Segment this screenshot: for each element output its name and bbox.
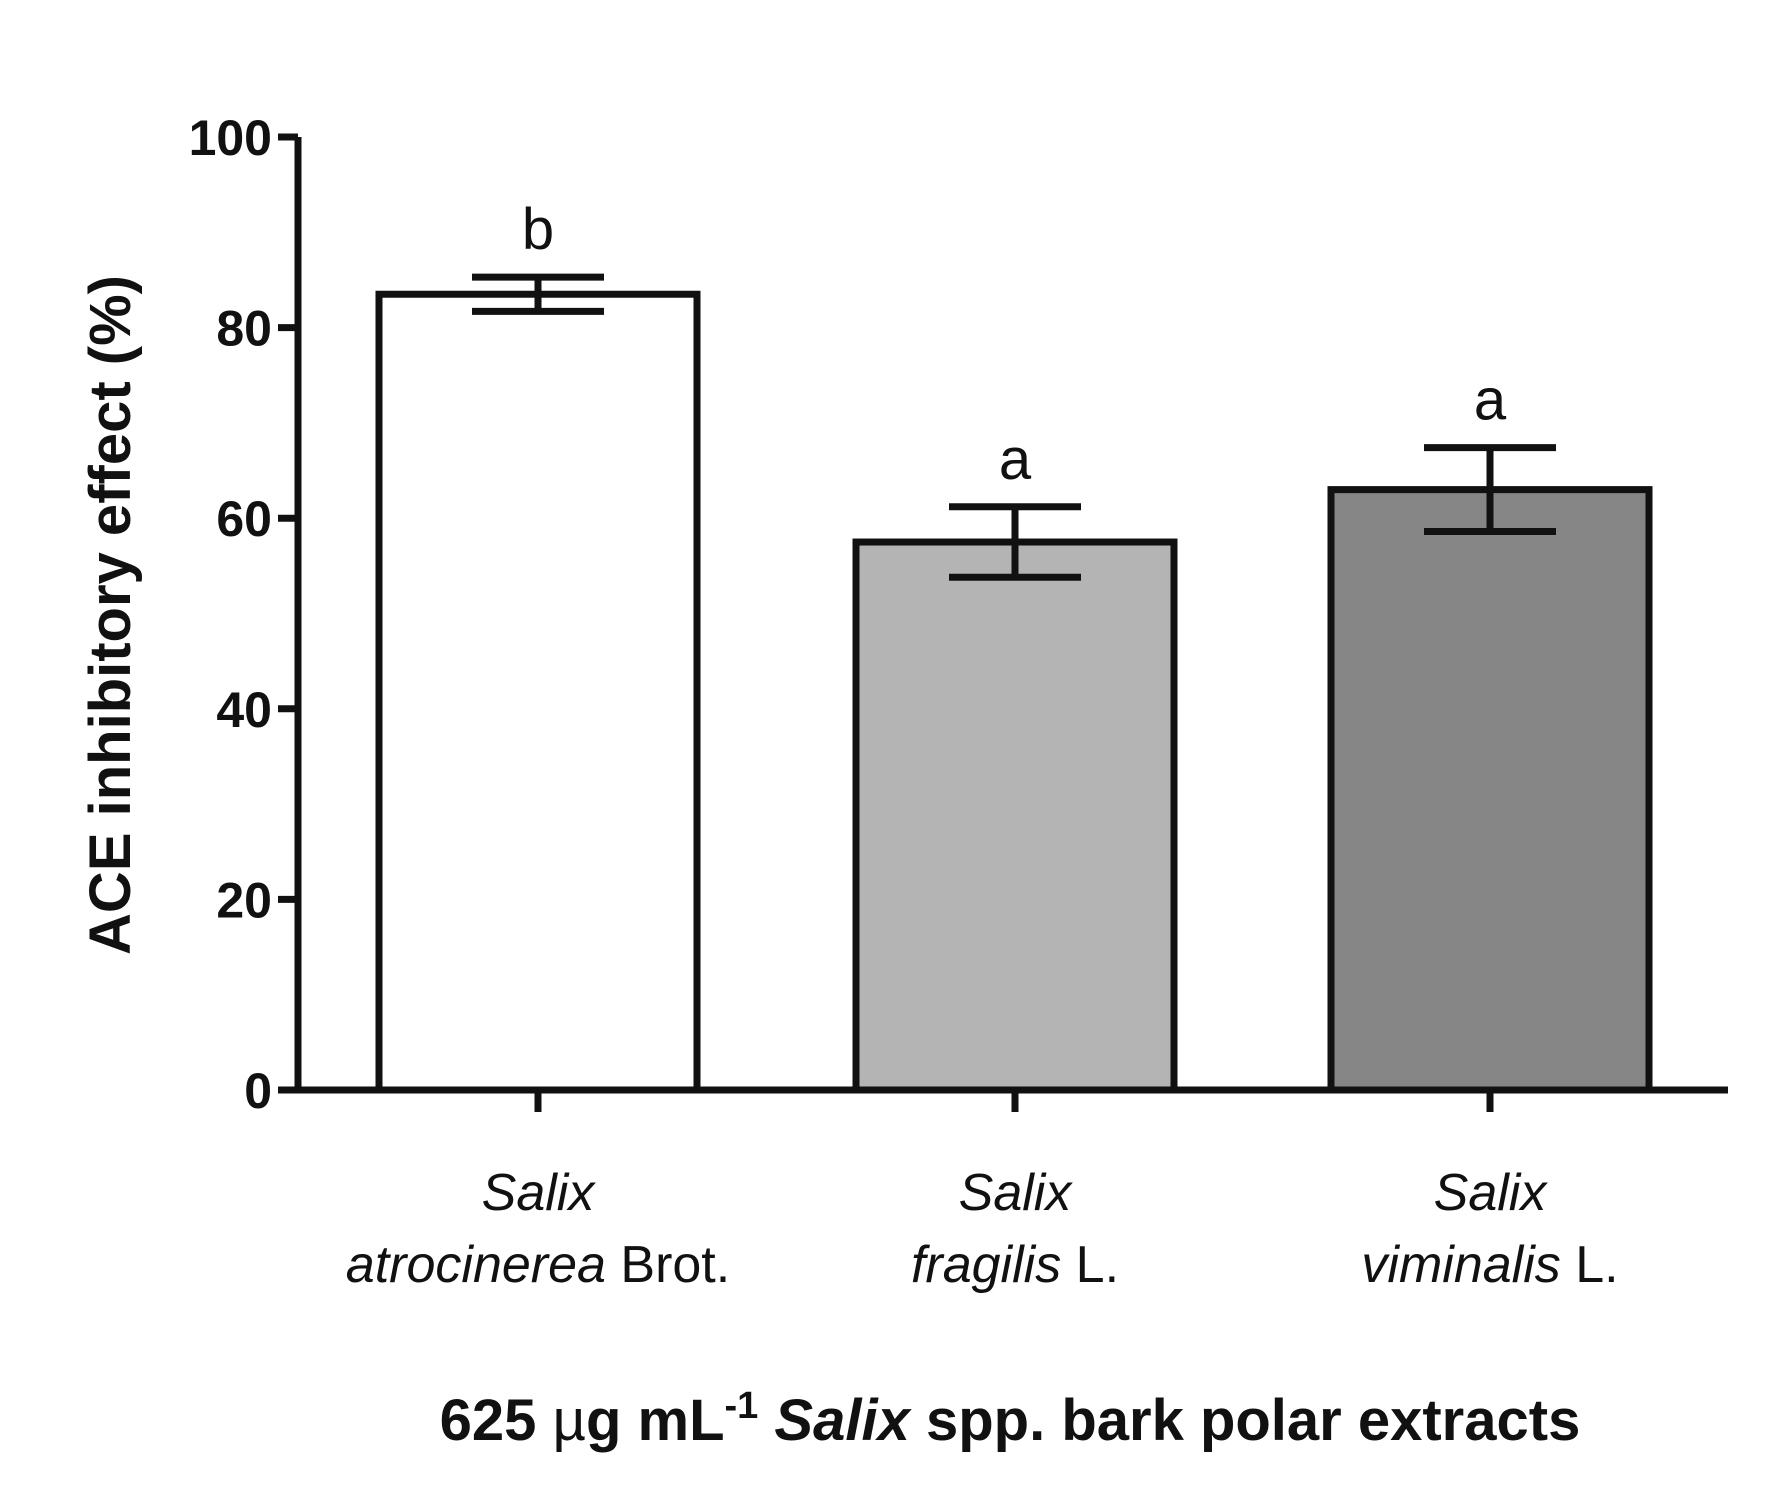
ticks-layer: 0 20 40 60 80 100 [189, 110, 1494, 1119]
bars-layer [375, 290, 1653, 1094]
y-tick-label-40: 40 [216, 682, 272, 738]
y-tick-label-100: 100 [189, 110, 272, 166]
error-bars-layer [472, 273, 1556, 581]
bar-2 [852, 538, 1178, 1094]
y-tick-label-60: 60 [216, 491, 272, 547]
labels-layer: ACE inhibitory effect (%) 625 µg mL-1 Sa… [78, 197, 1619, 1453]
significance-label-3: a [1474, 368, 1507, 433]
y-axis-label: ACE inhibitory effect (%) [78, 275, 143, 955]
category-label-genus-1: Salix [482, 1164, 597, 1222]
significance-label-2: a [999, 427, 1032, 492]
y-tick-label-80: 80 [216, 301, 272, 357]
significance-label-1: b [522, 197, 554, 262]
category-label-species-1: atrocinerea Brot. [346, 1236, 730, 1294]
category-label-genus-2: Salix [959, 1164, 1074, 1222]
category-label-genus-3: Salix [1434, 1164, 1549, 1222]
y-tick-label-20: 20 [216, 872, 272, 928]
bar-3 [1327, 486, 1653, 1094]
bar-1 [375, 290, 701, 1094]
category-label-species-3: viminalis L. [1361, 1236, 1618, 1294]
y-tick-label-0: 0 [244, 1063, 272, 1119]
x-axis-label: 625 µg mL-1 Salix spp. bark polar extrac… [440, 1385, 1581, 1453]
category-label-species-2: fragilis L. [911, 1236, 1119, 1294]
